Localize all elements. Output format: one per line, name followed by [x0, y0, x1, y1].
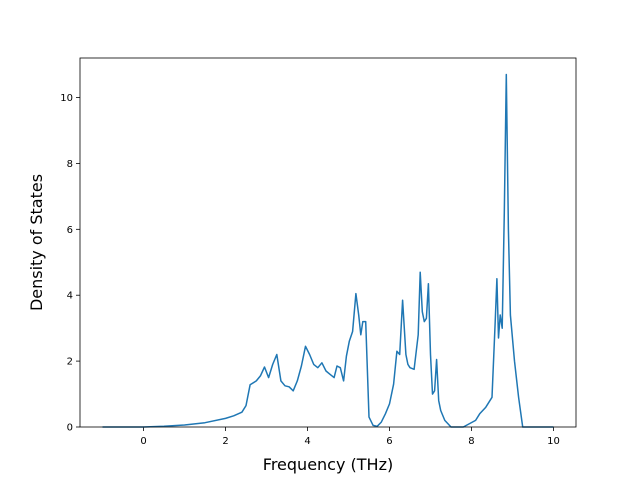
y-axis-label: Density of States: [27, 174, 46, 311]
y-axis-ticks: 0 2 4 6 8 10: [60, 93, 80, 434]
y-tick-label: 10: [60, 93, 73, 104]
plot-frame: [79, 57, 577, 428]
y-tick-label: 8: [67, 159, 73, 170]
y-tick-label: 2: [67, 357, 73, 368]
x-tick-label: 4: [304, 436, 310, 447]
x-axis-ticks: 0 2 4 6 8 10: [140, 427, 560, 447]
x-tick-label: 0: [140, 436, 146, 447]
y-tick-label: 0: [67, 423, 73, 434]
x-axis-label: Frequency (THz): [263, 455, 393, 474]
x-tick-label: 10: [547, 436, 560, 447]
y-tick-label: 6: [67, 225, 73, 236]
x-tick-label: 8: [468, 436, 474, 447]
x-tick-label: 2: [222, 436, 228, 447]
x-tick-label: 6: [386, 436, 392, 447]
y-tick-label: 4: [67, 291, 73, 302]
dos-series-line: [102, 73, 554, 428]
